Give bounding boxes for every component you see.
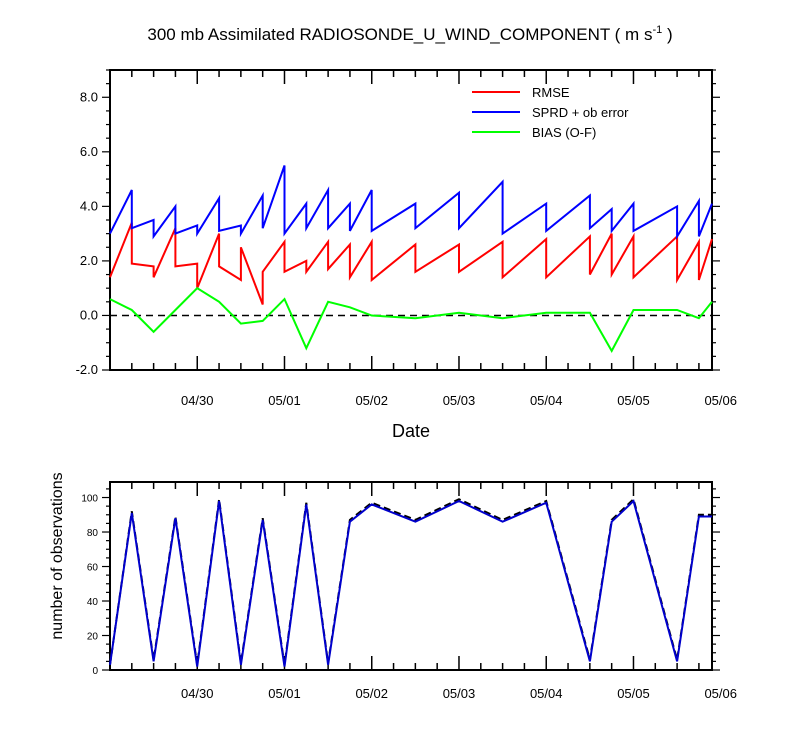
x-tick-label: 05/06 (704, 686, 737, 701)
y-tick-label: 6.0 (80, 144, 98, 159)
x-tick-label: 05/01 (268, 686, 301, 701)
series-line-bias-o-f (109, 286, 713, 353)
x-axis-title: Date (392, 421, 430, 441)
y-axis-title: number of observations (49, 472, 66, 639)
y-tick-label: -2.0 (76, 362, 98, 377)
series-line-sprd-ob-error (109, 165, 713, 240)
plot-frame (109, 481, 713, 671)
x-tick-label: 05/02 (355, 393, 388, 408)
x-tick-label: 05/04 (530, 393, 563, 408)
x-tick-label: 05/05 (617, 686, 650, 701)
chart-title-superscript: -1 (652, 24, 662, 36)
chart-title: 300 mb Assimilated RADIOSONDE_U_WIND_COM… (147, 24, 672, 44)
y-tick-label: 60 (87, 563, 99, 574)
series-line-possible (109, 497, 712, 665)
legend-label-bias-o-f: BIAS (O-F) (532, 125, 596, 140)
x-tick-label: 05/01 (268, 393, 301, 408)
x-tick-label: 04/30 (181, 393, 214, 408)
x-tick-label: 05/06 (704, 393, 737, 408)
y-tick-label: 80 (87, 528, 99, 539)
y-tick-label: 40 (87, 597, 99, 608)
y-tick-label: 0 (92, 666, 98, 677)
observation-count-plot: 04/30 05/01 05/02 05/03 05/04 05/05 05/06 0 20 40… (49, 472, 737, 701)
x-tick-label: 05/05 (617, 393, 650, 408)
legend-label-rmse: RMSE (532, 85, 570, 100)
x-tick-label: 05/04 (530, 686, 563, 701)
y-tick-label: 8.0 (80, 89, 98, 104)
y-tick-label: 2.0 (80, 253, 98, 268)
legend-label-sprd-ob-error: SPRD + ob error (532, 105, 629, 120)
x-tick-label: 05/03 (443, 393, 476, 408)
y-tick-label: 100 (81, 494, 98, 505)
series-line-rmse (109, 222, 713, 305)
y-tick-label: 20 (87, 632, 99, 643)
y-tick-label: 0.0 (80, 307, 98, 322)
x-tick-label: 05/02 (355, 686, 388, 701)
x-tick-label: 05/03 (443, 686, 476, 701)
y-tick-label: 4.0 (80, 198, 98, 213)
chart-title-end: ) (662, 25, 672, 44)
x-tick-label: 04/30 (181, 686, 214, 701)
series-line-used (109, 499, 712, 667)
error-statistics-plot: 04/30 05/01 05/02 05/03 05/04 05/05 05/06 -2.0 0… (76, 69, 737, 441)
